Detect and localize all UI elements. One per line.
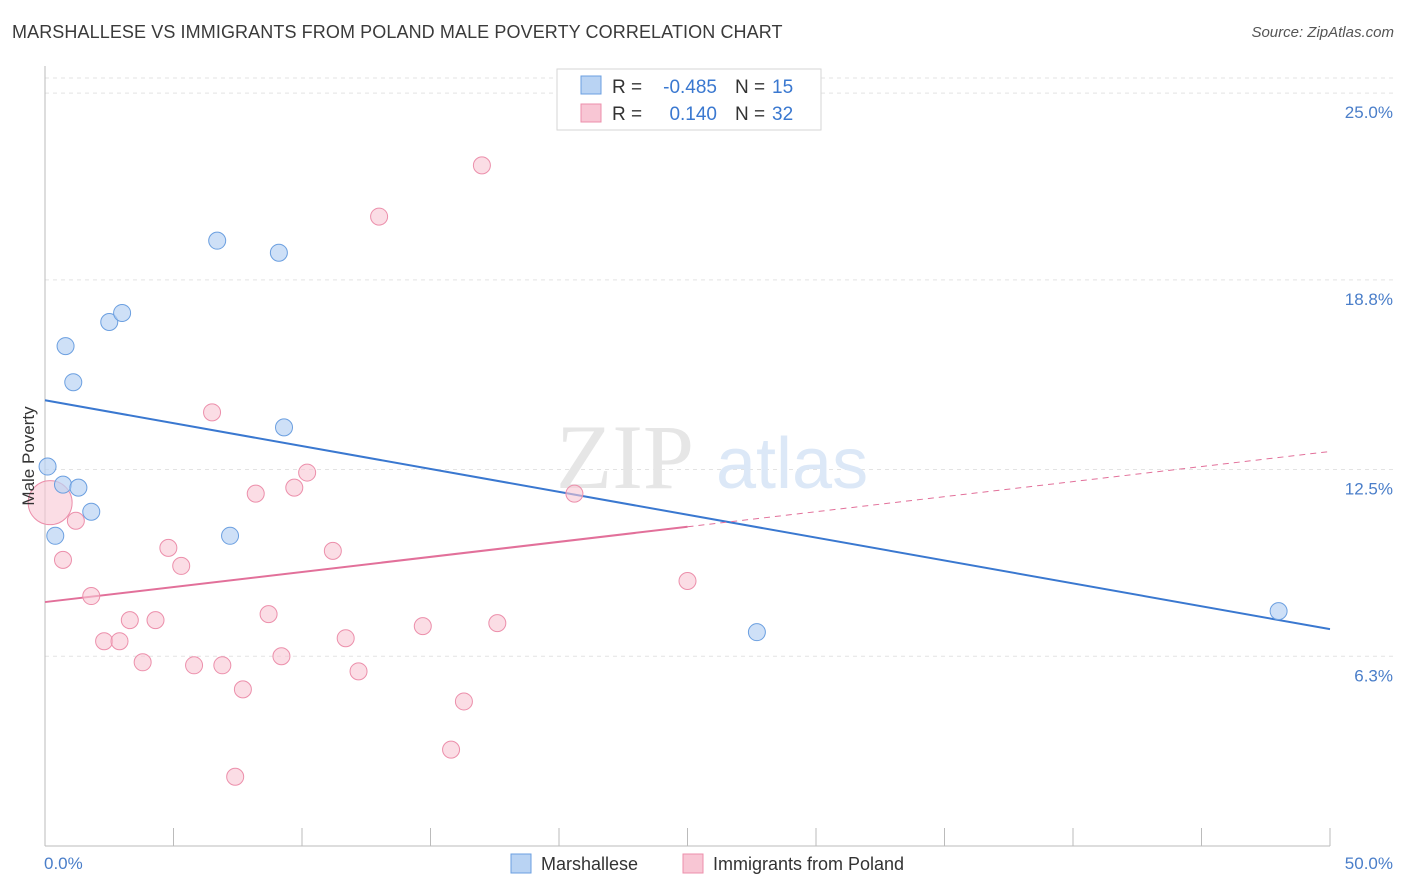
y-tick-label: 6.3%	[1354, 666, 1393, 685]
point-marshallese	[56, 337, 75, 356]
trend-line-marshallese	[44, 399, 1331, 631]
point-poland	[82, 587, 101, 606]
point-poland	[272, 647, 291, 666]
point-poland	[370, 207, 389, 226]
point-poland	[213, 656, 232, 675]
point-poland	[349, 662, 368, 681]
chart-title: MARSHALLESE VS IMMIGRANTS FROM POLAND MA…	[12, 22, 783, 42]
stats-r-label-pink: R =	[612, 104, 642, 125]
point-marshallese	[275, 418, 294, 437]
series-legend: Marshallese Immigrants from Poland	[510, 853, 904, 874]
source-label: Source: ZipAtlas.com	[1251, 24, 1394, 41]
x-tick-label-max: 50.0%	[1345, 854, 1393, 873]
legend-swatch-marshallese	[510, 853, 532, 874]
point-marshallese	[100, 312, 119, 331]
legend-label-marshallese: Marshallese	[541, 854, 638, 874]
point-poland	[678, 571, 697, 590]
point-marshallese	[69, 478, 88, 497]
watermark-atlas: atlas	[716, 424, 868, 504]
y-tick-label: 18.8%	[1345, 290, 1393, 309]
data-points	[27, 156, 1288, 786]
point-poland	[226, 767, 245, 786]
point-poland	[472, 156, 491, 175]
stats-r-value-blue: -0.485	[663, 77, 717, 98]
point-marshallese	[46, 526, 65, 545]
point-poland	[259, 605, 278, 624]
y-tick-labels: 6.3% 12.5% 18.8% 25.0%	[1345, 103, 1393, 685]
trend-line-poland	[44, 525, 688, 604]
stats-r-value-pink: 0.140	[669, 104, 717, 125]
stats-swatch-blue	[580, 75, 602, 95]
point-poland	[133, 653, 152, 672]
point-poland	[110, 632, 129, 651]
grid-lines	[45, 77, 1395, 657]
trend-lines	[44, 399, 1331, 631]
point-poland	[285, 478, 304, 497]
point-marshallese	[1269, 602, 1288, 621]
stats-legend: R = -0.485 N = 15 R = 0.140 N = 32	[556, 68, 822, 131]
point-marshallese	[747, 623, 766, 642]
y-axis-label: Male Poverty	[19, 406, 38, 506]
point-poland	[66, 511, 85, 530]
point-poland	[454, 692, 473, 711]
stats-r-label-blue: R =	[612, 77, 642, 98]
y-tick-label: 12.5%	[1345, 480, 1393, 499]
point-poland	[246, 484, 265, 503]
legend-label-poland: Immigrants from Poland	[713, 854, 904, 874]
legend-swatch-poland	[682, 853, 704, 874]
point-poland	[185, 656, 204, 675]
stats-n-label-pink: N =	[735, 104, 765, 125]
point-marshallese	[38, 457, 57, 476]
point-poland	[336, 629, 355, 648]
x-axis-ticks	[44, 828, 1331, 846]
point-poland	[53, 550, 72, 569]
point-marshallese	[113, 303, 132, 322]
point-poland	[159, 538, 178, 557]
y-tick-label: 25.0%	[1345, 103, 1393, 122]
point-poland	[172, 556, 191, 575]
point-marshallese	[221, 526, 240, 545]
point-marshallese	[269, 243, 288, 262]
stats-n-value-pink: 32	[772, 104, 793, 125]
point-marshallese	[53, 475, 72, 494]
point-poland	[565, 484, 584, 503]
point-poland	[203, 403, 222, 422]
trend-line-poland-extension	[687, 450, 1331, 528]
point-marshallese	[64, 373, 83, 392]
stats-swatch-pink	[580, 103, 602, 123]
point-poland	[233, 680, 252, 699]
point-poland	[120, 611, 139, 630]
point-poland	[413, 617, 432, 636]
point-poland	[146, 611, 165, 630]
point-poland	[442, 740, 461, 759]
point-poland	[488, 614, 507, 633]
point-poland	[298, 463, 317, 482]
stats-n-value-blue: 15	[772, 77, 793, 98]
x-tick-label-min: 0.0%	[44, 854, 83, 873]
point-poland	[323, 541, 342, 560]
point-marshallese	[82, 502, 101, 521]
stats-n-label-blue: N =	[735, 77, 765, 98]
point-marshallese	[208, 231, 227, 250]
point-poland	[95, 632, 114, 651]
